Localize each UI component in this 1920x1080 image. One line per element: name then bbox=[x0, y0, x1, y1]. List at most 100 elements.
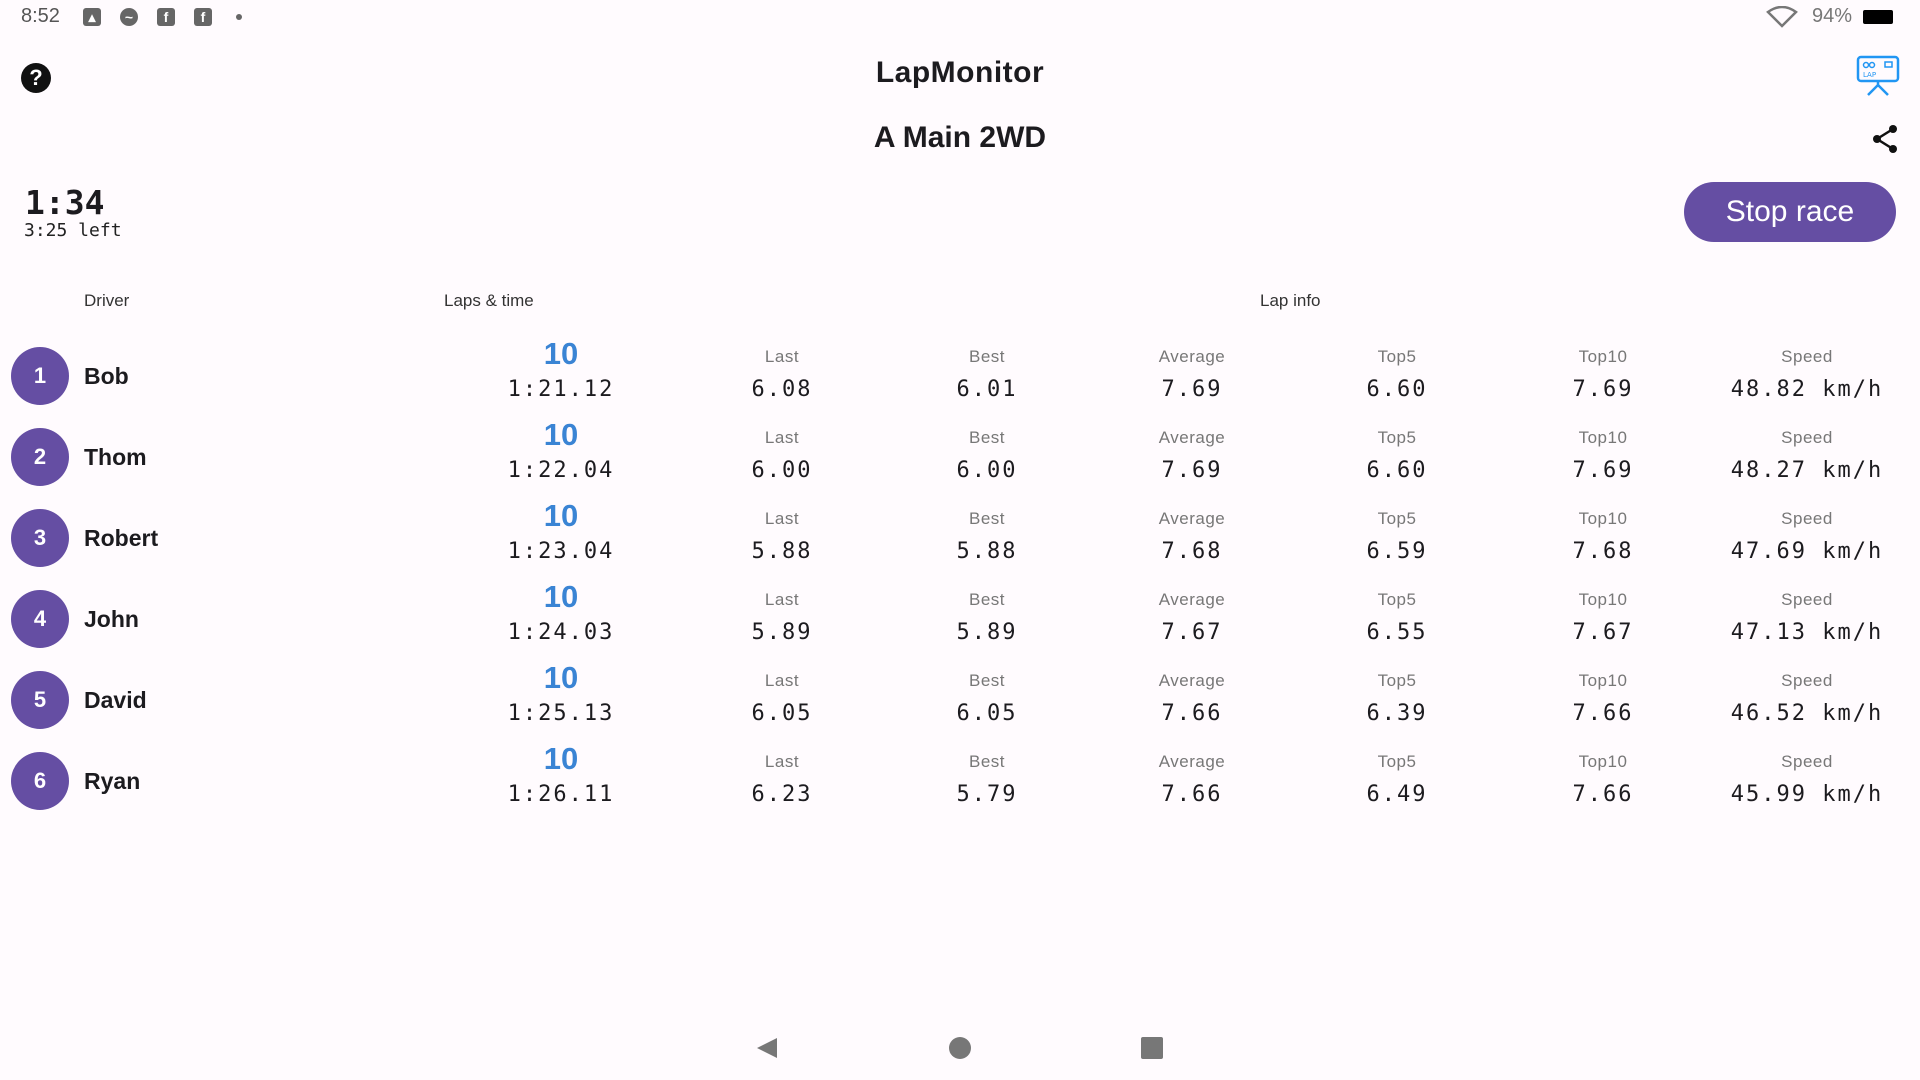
average-label: Average bbox=[1158, 752, 1226, 771]
speed-label: Speed bbox=[1781, 509, 1833, 528]
facebook-icon: f bbox=[157, 8, 175, 26]
average-value: 7.68 bbox=[1161, 539, 1223, 564]
last-label: Last bbox=[764, 671, 800, 690]
top5-label: Top5 bbox=[1377, 509, 1417, 528]
average-value: 7.69 bbox=[1161, 458, 1223, 483]
best-label: Best bbox=[968, 590, 1006, 609]
last-value: 6.00 bbox=[751, 458, 813, 483]
speed-label: Speed bbox=[1781, 590, 1833, 609]
share-icon[interactable] bbox=[1870, 124, 1900, 154]
column-header-lap-info: Lap info bbox=[1260, 291, 1321, 310]
driver-row[interactable]: 2 Thom 10 1:22.04 Last 6.00 Best 6.00 Avera… bbox=[0, 417, 1920, 498]
speed-label: Speed bbox=[1781, 347, 1833, 366]
best-value: 6.05 bbox=[956, 701, 1018, 726]
top5-label: Top5 bbox=[1377, 752, 1417, 771]
average-value: 7.66 bbox=[1161, 782, 1223, 807]
lap-count: 10 bbox=[543, 660, 579, 695]
last-value: 5.89 bbox=[751, 620, 813, 645]
best-value: 5.88 bbox=[956, 539, 1018, 564]
best-value: 6.00 bbox=[956, 458, 1018, 483]
total-time: 1:23.04 bbox=[507, 539, 615, 564]
race-title: A Main 2WD bbox=[873, 121, 1047, 154]
top10-value: 7.67 bbox=[1572, 620, 1634, 645]
average-label: Average bbox=[1158, 509, 1226, 528]
lap-display-icon[interactable]: LAP bbox=[1856, 55, 1900, 97]
best-label: Best bbox=[968, 347, 1006, 366]
average-label: Average bbox=[1158, 347, 1226, 366]
svg-text:LAP: LAP bbox=[1863, 71, 1876, 79]
status-time: 8:52 bbox=[21, 5, 60, 27]
last-value: 6.08 bbox=[751, 377, 813, 402]
best-label: Best bbox=[968, 752, 1006, 771]
speed-value: 47.69 km/h bbox=[1730, 539, 1884, 564]
last-label: Last bbox=[764, 590, 800, 609]
app-title: LapMonitor bbox=[875, 56, 1045, 89]
driver-name: Bob bbox=[84, 363, 129, 389]
last-label: Last bbox=[764, 347, 800, 366]
average-label: Average bbox=[1158, 428, 1226, 447]
position-badge: 6 bbox=[11, 752, 69, 810]
average-value: 7.66 bbox=[1161, 701, 1223, 726]
home-icon[interactable] bbox=[948, 1036, 972, 1060]
stop-race-button[interactable]: Stop race bbox=[1684, 182, 1896, 242]
column-header-laps-time: Laps & time bbox=[444, 291, 534, 310]
top5-value: 6.59 bbox=[1366, 539, 1428, 564]
top10-value: 7.66 bbox=[1572, 701, 1634, 726]
driver-name: Thom bbox=[84, 444, 147, 470]
help-icon[interactable]: ? bbox=[21, 63, 51, 93]
best-value: 5.79 bbox=[956, 782, 1018, 807]
driver-row[interactable]: 6 Ryan 10 1:26.11 Last 6.23 Best 5.79 Avera… bbox=[0, 741, 1920, 822]
driver-row[interactable]: 5 David 10 1:25.13 Last 6.05 Best 6.05 Aver… bbox=[0, 660, 1920, 741]
speed-value: 47.13 km/h bbox=[1730, 620, 1884, 645]
top10-label: Top10 bbox=[1578, 671, 1628, 690]
last-label: Last bbox=[764, 428, 800, 447]
speed-value: 45.99 km/h bbox=[1730, 782, 1884, 807]
speed-value: 48.82 km/h bbox=[1730, 377, 1884, 402]
speed-label: Speed bbox=[1781, 671, 1833, 690]
last-label: Last bbox=[764, 509, 800, 528]
driver-name: John bbox=[84, 606, 139, 632]
total-time: 1:22.04 bbox=[507, 458, 615, 483]
speed-value: 46.52 km/h bbox=[1730, 701, 1884, 726]
top10-value: 7.69 bbox=[1572, 377, 1634, 402]
average-value: 7.69 bbox=[1161, 377, 1223, 402]
top10-value: 7.66 bbox=[1572, 782, 1634, 807]
position-badge: 4 bbox=[11, 590, 69, 648]
average-label: Average bbox=[1158, 671, 1226, 690]
driver-name: David bbox=[84, 687, 147, 713]
top5-label: Top5 bbox=[1377, 671, 1417, 690]
top5-value: 6.49 bbox=[1366, 782, 1428, 807]
top5-label: Top5 bbox=[1377, 347, 1417, 366]
wifi-icon bbox=[1766, 6, 1798, 28]
top5-value: 6.39 bbox=[1366, 701, 1428, 726]
lap-count: 10 bbox=[543, 417, 579, 452]
total-time: 1:24.03 bbox=[507, 620, 615, 645]
average-value: 7.67 bbox=[1161, 620, 1223, 645]
best-value: 6.01 bbox=[956, 377, 1018, 402]
position-badge: 2 bbox=[11, 428, 69, 486]
position-badge: 3 bbox=[11, 509, 69, 567]
battery-percent: 94% bbox=[1811, 5, 1852, 27]
driver-row[interactable]: 1 Bob 10 1:21.12 Last 6.08 Best 6.01 Averag… bbox=[0, 336, 1920, 417]
image-icon: ▴ bbox=[83, 8, 101, 26]
top5-value: 6.55 bbox=[1366, 620, 1428, 645]
top10-label: Top10 bbox=[1578, 428, 1628, 447]
top5-value: 6.60 bbox=[1366, 377, 1428, 402]
speed-label: Speed bbox=[1781, 752, 1833, 771]
best-label: Best bbox=[968, 428, 1006, 447]
status-bar: 8:52 ▴ ~ f f 94% bbox=[0, 0, 1920, 34]
driver-row[interactable]: 4 John 10 1:24.03 Last 5.89 Best 5.89 Avera… bbox=[0, 579, 1920, 660]
last-value: 6.05 bbox=[751, 701, 813, 726]
best-label: Best bbox=[968, 509, 1006, 528]
last-label: Last bbox=[764, 752, 800, 771]
battery-icon bbox=[1863, 10, 1893, 24]
lap-count: 10 bbox=[543, 498, 579, 533]
best-value: 5.89 bbox=[956, 620, 1018, 645]
messenger-icon: ~ bbox=[120, 8, 138, 26]
recents-icon[interactable] bbox=[1140, 1036, 1164, 1060]
lap-count: 10 bbox=[543, 741, 579, 776]
back-icon[interactable] bbox=[755, 1036, 779, 1060]
elapsed-time: 1:34 bbox=[25, 183, 105, 222]
driver-row[interactable]: 3 Robert 10 1:23.04 Last 5.88 Best 5.88 Ave… bbox=[0, 498, 1920, 579]
top5-value: 6.60 bbox=[1366, 458, 1428, 483]
